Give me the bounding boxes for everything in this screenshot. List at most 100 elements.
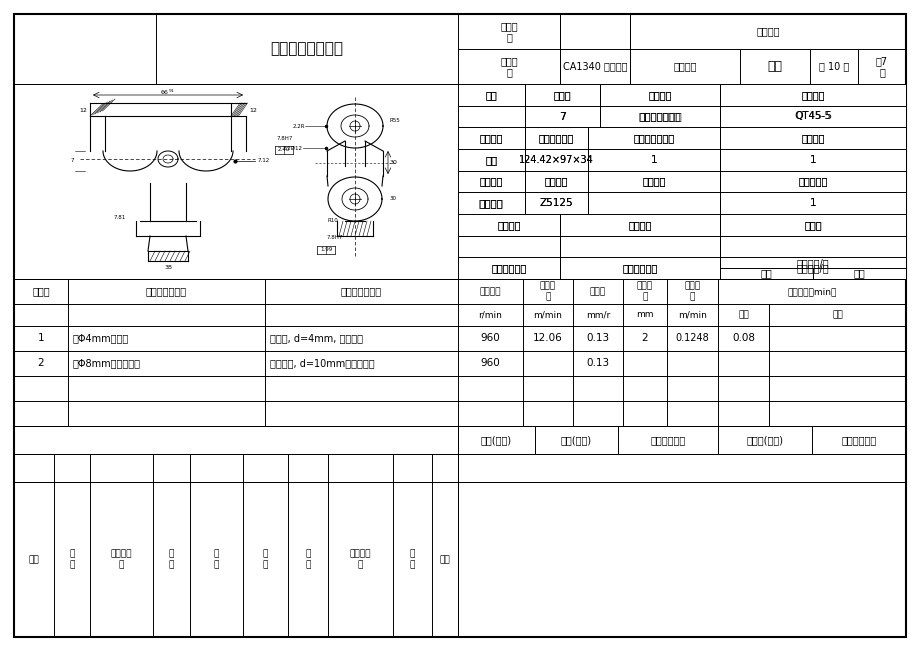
Text: 钻孔、锪沉头孔: 钻孔、锪沉头孔 <box>639 111 680 122</box>
Text: 每台件数: 每台件数 <box>800 133 823 143</box>
Text: 设备名称: 设备名称 <box>479 176 503 186</box>
Text: 杠杆: 杠杆 <box>766 60 782 73</box>
Text: 66$^{91}$: 66$^{91}$ <box>160 88 176 97</box>
Text: 机动: 机动 <box>737 311 748 320</box>
Text: 2: 2 <box>38 359 44 368</box>
Text: 1: 1 <box>809 155 815 165</box>
Text: 设备编号: 设备编号 <box>641 176 665 186</box>
Text: 0.1248: 0.1248 <box>675 333 709 344</box>
Text: 标准化(日期): 标准化(日期) <box>745 435 783 445</box>
Text: 共 10 页: 共 10 页 <box>818 61 848 72</box>
Text: 2.40: 2.40 <box>278 148 289 152</box>
Text: 进给量: 进给量 <box>589 287 606 296</box>
Bar <box>458 105 905 128</box>
Text: 锥面锪钻, d=10mm，专用夹具: 锥面锪钻, d=10mm，专用夹具 <box>269 359 374 368</box>
Bar <box>458 149 905 171</box>
Text: 设备名称: 设备名称 <box>479 176 503 186</box>
Text: 夹具名称: 夹具名称 <box>628 220 651 230</box>
Bar <box>458 84 905 105</box>
Text: 同时工件数: 同时工件数 <box>798 176 827 186</box>
Text: CA1340 自动车床: CA1340 自动车床 <box>562 61 627 72</box>
Text: 960: 960 <box>480 359 500 368</box>
Text: 7.8H7: 7.8H7 <box>326 236 343 240</box>
Text: 机械加工工序卡片: 机械加工工序卡片 <box>270 42 343 57</box>
Text: 12: 12 <box>79 107 87 113</box>
Bar <box>14 482 458 637</box>
Text: mm: mm <box>636 311 653 320</box>
Text: 切削液: 切削液 <box>803 220 821 230</box>
Text: 产品型
号: 产品型 号 <box>500 21 517 42</box>
Text: 工　步　内　容: 工 步 内 容 <box>146 286 187 296</box>
Bar <box>14 454 458 482</box>
Text: 铸件: 铸件 <box>485 155 497 165</box>
Bar <box>458 84 905 279</box>
Text: Z5125: Z5125 <box>539 198 573 208</box>
Text: 辅助: 辅助 <box>831 311 842 320</box>
Text: 产品名
称: 产品名 称 <box>500 56 517 77</box>
Text: 7.81: 7.81 <box>114 215 126 220</box>
Text: 1: 1 <box>38 333 44 344</box>
Text: 零件名称: 零件名称 <box>673 61 696 72</box>
Bar <box>458 214 905 236</box>
Bar <box>458 84 905 279</box>
Text: 夹具编号: 夹具编号 <box>496 220 520 230</box>
Text: 960: 960 <box>480 333 500 344</box>
Bar <box>14 426 458 454</box>
Bar <box>458 128 905 149</box>
Text: 工位器具编号: 工位器具编号 <box>491 263 526 273</box>
Text: 标记: 标记 <box>28 555 40 564</box>
Text: 签
字: 签 字 <box>409 550 414 569</box>
Bar <box>14 279 905 426</box>
Text: 工序名称: 工序名称 <box>648 90 671 100</box>
Text: 12.06: 12.06 <box>532 333 562 344</box>
Text: m/min: m/min <box>533 311 562 320</box>
Text: 单件: 单件 <box>853 269 865 279</box>
Text: 标
记: 标 记 <box>263 550 268 569</box>
Text: 第7
页: 第7 页 <box>875 56 887 77</box>
Text: 毛坯外形尺寸: 毛坯外形尺寸 <box>539 133 573 143</box>
Text: 准终: 准终 <box>760 269 772 279</box>
Text: 车间: 车间 <box>485 90 497 100</box>
Text: 毛坯种类: 毛坯种类 <box>479 133 503 143</box>
Text: 会签（日期）: 会签（日期） <box>841 435 876 445</box>
Text: 1: 1 <box>809 198 815 208</box>
Text: 铸件: 铸件 <box>484 155 497 165</box>
Text: 切削深
度: 切削深 度 <box>636 282 652 301</box>
Text: 设备型号: 设备型号 <box>544 176 568 186</box>
Text: 立式钻床: 立式钻床 <box>479 198 504 208</box>
Text: 工序工时/分: 工序工时/分 <box>796 263 828 273</box>
Text: 审核（日期）: 审核（日期） <box>650 435 685 445</box>
Text: R10: R10 <box>327 219 338 223</box>
Text: 0.08: 0.08 <box>732 333 754 344</box>
Text: QT45-5: QT45-5 <box>793 111 831 122</box>
Text: 同时工件数: 同时工件数 <box>798 176 827 186</box>
Text: 2: 2 <box>641 333 648 344</box>
Text: 1.99: 1.99 <box>320 247 332 253</box>
Text: 工　艺　设　备: 工 艺 设 备 <box>341 286 381 296</box>
Text: 处
数: 处 数 <box>69 550 74 569</box>
Text: 每台件数: 每台件数 <box>800 133 823 143</box>
Text: 零件图号: 零件图号 <box>755 27 779 36</box>
Text: 钻Φ4mm的油孔: 钻Φ4mm的油孔 <box>73 333 129 344</box>
Text: 7.12: 7.12 <box>257 158 270 163</box>
Text: r/min: r/min <box>478 311 502 320</box>
Text: R55: R55 <box>390 118 401 124</box>
Text: 设备编号: 设备编号 <box>641 176 665 186</box>
Text: 主轴转速: 主轴转速 <box>479 287 501 296</box>
Text: 工序工时/分: 工序工时/分 <box>796 258 828 268</box>
Text: 0.13: 0.13 <box>585 359 609 368</box>
Text: 夹具名称: 夹具名称 <box>628 220 651 230</box>
Text: 7: 7 <box>559 111 565 122</box>
Text: 1: 1 <box>650 155 656 165</box>
Text: 每毛坯可制件数: 每毛坯可制件数 <box>633 133 674 143</box>
Text: 毛坯外形尺寸: 毛坯外形尺寸 <box>539 133 573 143</box>
Text: 2.2Ø12: 2.2Ø12 <box>283 146 302 150</box>
Text: 工序名称: 工序名称 <box>648 90 671 100</box>
Text: 车间: 车间 <box>485 90 497 100</box>
Text: 更改文件
号: 更改文件 号 <box>349 550 371 569</box>
Text: 1: 1 <box>809 155 815 165</box>
Text: 124.42×97×34: 124.42×97×34 <box>518 155 594 165</box>
Text: 工步号: 工步号 <box>32 286 50 296</box>
Bar <box>458 426 905 454</box>
Text: 设计(日期): 设计(日期) <box>481 435 512 445</box>
